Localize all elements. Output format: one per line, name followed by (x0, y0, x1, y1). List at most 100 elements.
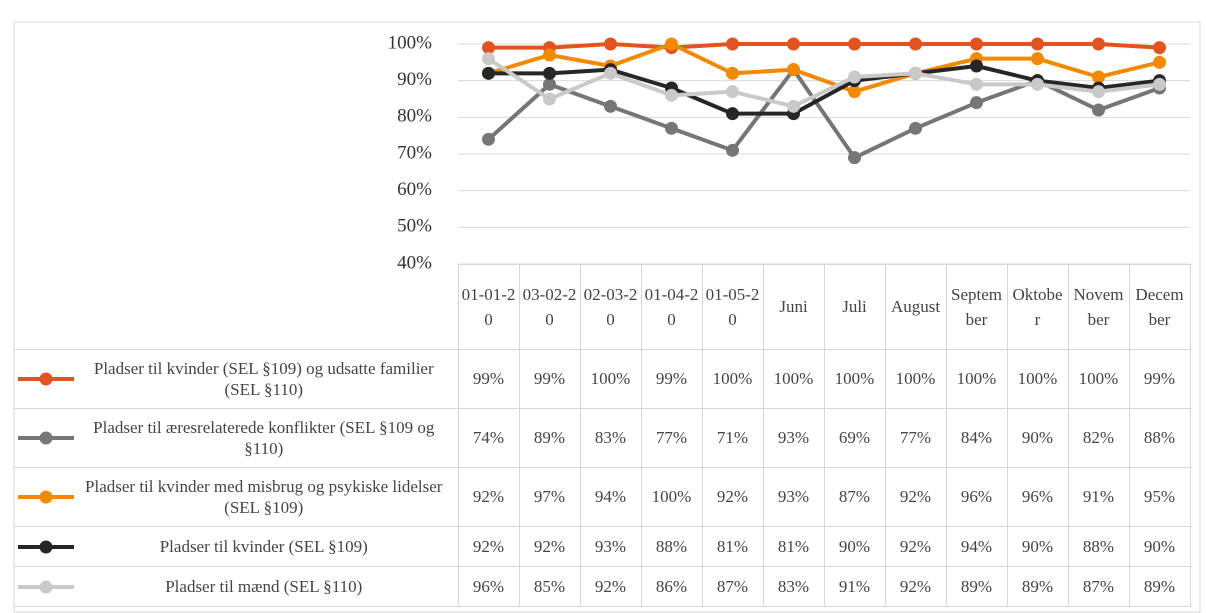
table-value: 96% (457, 566, 520, 607)
table-value: 87% (701, 566, 764, 607)
legend-marker (39, 372, 53, 386)
table-value: 85% (518, 566, 581, 607)
series-line (487, 42, 1160, 94)
table-value: 100% (823, 349, 886, 409)
legend-cell: Pladser til kvinder (SEL §109) og udsatt… (14, 349, 459, 409)
data-point (970, 37, 983, 51)
legend-entry: Pladser til æresrelaterede konflikter (S… (14, 417, 450, 460)
legend-label: Pladser til kvinder (SEL §109) og udsatt… (93, 358, 434, 399)
table-value: 99% (518, 349, 581, 409)
category-label: December (1128, 264, 1191, 350)
legend-swatch (18, 372, 74, 386)
data-point (909, 37, 922, 51)
data-point (482, 66, 495, 80)
legend-swatch (18, 431, 74, 445)
table-value: 77% (884, 408, 947, 468)
table-value: 93% (762, 467, 825, 527)
table-value: 89% (518, 408, 581, 468)
legend-label: Pladser til æresrelaterede konflikter (S… (93, 417, 435, 458)
table-value: 100% (762, 349, 825, 409)
category-label: Juli (823, 264, 886, 350)
data-point (665, 37, 678, 51)
table-value: 96% (945, 467, 1008, 527)
category-label: 03-02-20 (518, 264, 581, 350)
table-value: 92% (884, 526, 947, 567)
data-point (848, 85, 861, 99)
data-point (665, 121, 678, 135)
table-value: 92% (884, 566, 947, 607)
table-value: 95% (1128, 467, 1191, 527)
table-value: 87% (823, 467, 886, 527)
data-point (1031, 77, 1044, 91)
legend-swatch (18, 540, 74, 553)
table-value: 94% (579, 467, 642, 527)
table-value: 92% (579, 566, 642, 607)
data-point (1031, 37, 1044, 51)
category-label: November (1067, 264, 1130, 350)
data-point (726, 37, 739, 51)
data-point (604, 37, 617, 51)
series-line (488, 42, 1160, 50)
y-tick-label: 100% (388, 32, 433, 53)
legend-entry: Pladser til kvinder (SEL §109) (14, 536, 450, 557)
legend-label: Pladser til kvinder med misbrug og psyki… (85, 476, 443, 517)
category-label: August (884, 264, 947, 350)
table-value: 89% (945, 566, 1008, 607)
category-label: September (945, 264, 1008, 350)
table-value: 89% (1128, 566, 1191, 607)
data-point (604, 99, 617, 113)
legend-marker (39, 580, 53, 593)
legend-cell: Pladser til mænd (SEL §110) (14, 566, 459, 607)
legend-cell: Pladser til kvinder med misbrug og psyki… (14, 467, 459, 527)
data-point (726, 143, 739, 157)
series-row: Pladser til mænd (SEL §110) 96% 85% 92% 86% 8… (14, 566, 1191, 607)
table-value: 88% (1128, 408, 1191, 468)
data-point (482, 52, 495, 66)
category-label: 01-01-20 (457, 264, 520, 350)
table-value: 74% (457, 408, 520, 468)
data-point (482, 132, 495, 146)
series-line (488, 64, 1160, 116)
y-tick-label: 50% (397, 216, 432, 237)
category-label: Juni (762, 264, 825, 350)
series-row: Pladser til kvinder med misbrug og psyki… (14, 467, 1191, 527)
data-point (1031, 52, 1044, 66)
table-value: 88% (640, 526, 703, 567)
data-point (543, 48, 556, 62)
data-point (787, 99, 800, 113)
data-point (543, 66, 556, 80)
legend-marker (39, 490, 53, 504)
y-tick-label: 80% (397, 106, 432, 127)
table-value: 91% (823, 566, 886, 607)
table-value: 93% (579, 526, 642, 567)
data-point (543, 92, 556, 106)
table-value: 91% (1067, 467, 1130, 527)
table-value: 90% (1006, 526, 1069, 567)
category-label: 02-03-20 (579, 264, 642, 350)
data-point (848, 151, 861, 165)
category-label: Oktober (1006, 264, 1069, 350)
table-value: 81% (762, 526, 825, 567)
data-point (1153, 77, 1166, 91)
legend-entry: Pladser til mænd (SEL §110) (14, 576, 450, 597)
category-label: 01-04-20 (640, 264, 703, 350)
table-value: 94% (945, 526, 1008, 567)
table-value: 100% (579, 349, 642, 409)
y-tick-label: 60% (397, 179, 432, 200)
data-point (787, 37, 800, 51)
legend-marker (39, 431, 53, 445)
data-point (726, 107, 739, 121)
legend-label: Pladser til kvinder (SEL §109) (159, 536, 368, 556)
table-value: 99% (640, 349, 703, 409)
table-value: 97% (518, 467, 581, 527)
legend-cell: Pladser til kvinder (SEL §109) (14, 526, 459, 567)
data-point (543, 77, 556, 91)
table-value: 81% (701, 526, 764, 567)
data-point (1092, 103, 1105, 117)
table-value: 88% (1067, 526, 1130, 567)
data-point (1153, 55, 1166, 69)
table-value: 87% (1067, 566, 1130, 607)
table-value: 84% (945, 408, 1008, 468)
